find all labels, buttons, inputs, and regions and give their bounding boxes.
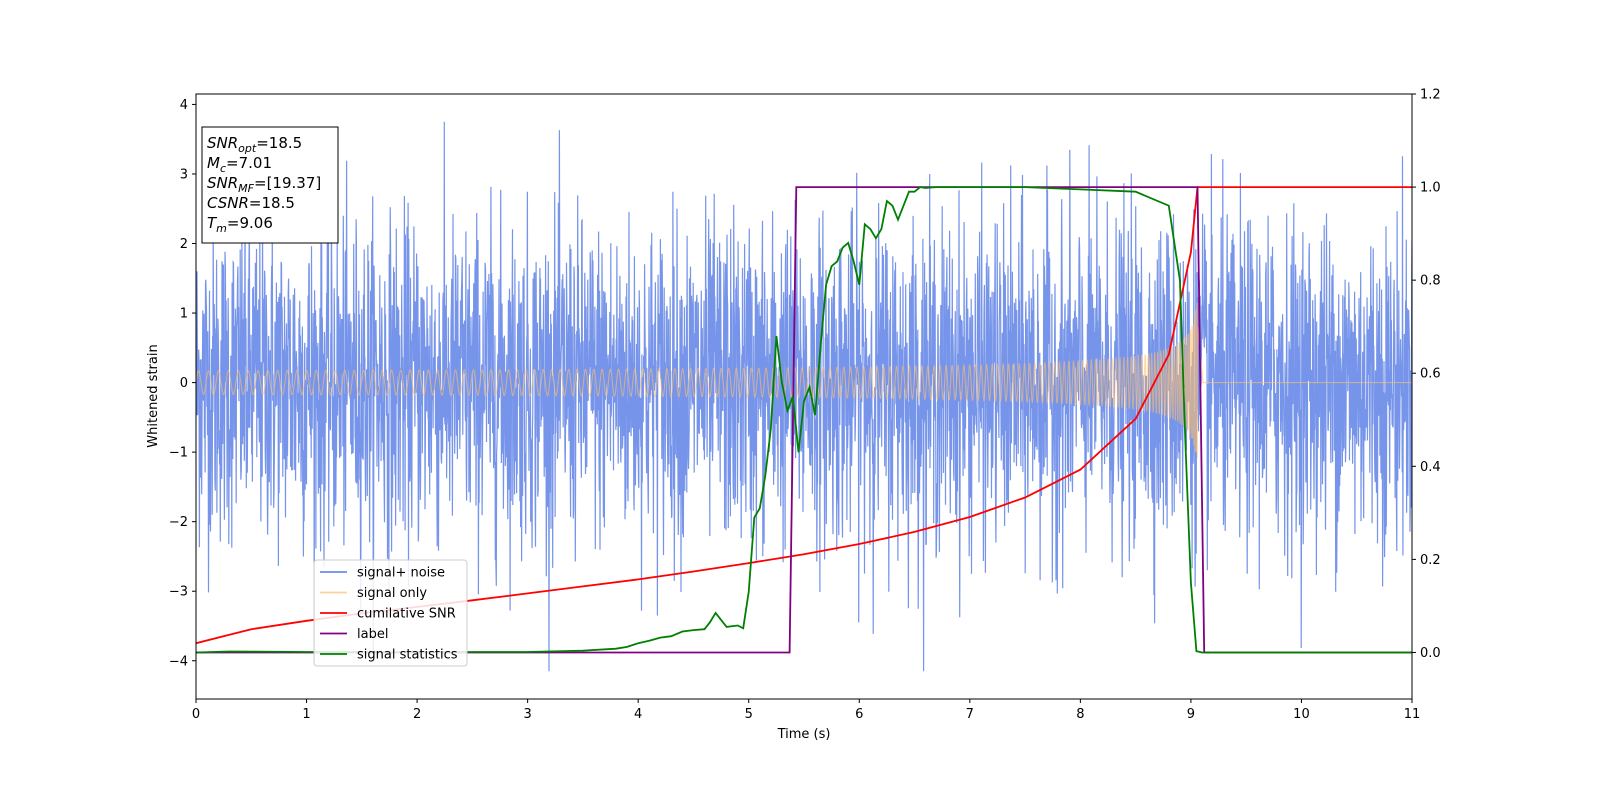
legend-label: signal+ noise <box>357 566 445 581</box>
x-tick-label: 11 <box>1404 707 1421 722</box>
info-line: Mc=7.01 <box>207 154 272 175</box>
y-tick-label-right: 0.8 <box>1420 274 1441 289</box>
y-tick-label-left: 4 <box>180 98 188 113</box>
info-line: Tm=9.06 <box>207 214 273 235</box>
y-tick-label-right: 1.2 <box>1420 88 1441 103</box>
legend-label: cumilative SNR <box>357 607 456 622</box>
x-tick-label: 6 <box>855 707 863 722</box>
info-box: SNRopt=18.5Mc=7.01SNRMF=[19.37]CSNR=18.5… <box>201 126 339 244</box>
legend: signal+ noise signal only cumilative SNR la… <box>313 559 468 667</box>
y-tick-label-right: 1.0 <box>1420 181 1441 196</box>
y-axis-label: Whitened strain <box>146 344 161 447</box>
legend-label: signal only <box>357 586 427 601</box>
series-signal-only <box>196 302 1412 458</box>
y-tick-label-left: 3 <box>180 167 188 182</box>
x-axis-label: Time (s) <box>777 727 831 742</box>
y-tick-label-right: 0.6 <box>1420 367 1441 382</box>
y-tick-label-left: 2 <box>180 237 188 252</box>
x-tick-label: 9 <box>1187 707 1195 722</box>
y-tick-label-left: −3 <box>169 585 188 600</box>
y-tick-label-left: −2 <box>169 515 188 530</box>
y-tick-label-right: 0.0 <box>1420 646 1441 661</box>
legend-label: label <box>357 627 388 642</box>
y-tick-label-left: 0 <box>180 376 188 391</box>
series-signal-statistics <box>196 186 1412 654</box>
x-tick-label: 4 <box>634 707 642 722</box>
x-tick-label: 7 <box>966 707 974 722</box>
info-line: CSNR=18.5 <box>207 194 295 212</box>
y-tick-label-left: −1 <box>169 446 188 461</box>
info-line: SNRopt=18.5 <box>207 134 302 155</box>
plot-frame <box>195 93 1413 700</box>
info-line: SNRMF=[19.37] <box>207 174 321 195</box>
x-tick-label: 1 <box>302 707 310 722</box>
x-tick-label: 10 <box>1293 707 1310 722</box>
y-tick-label-left: −4 <box>169 654 188 669</box>
legend-label: signal statistics <box>357 648 458 663</box>
x-tick-label: 0 <box>192 707 200 722</box>
x-tick-label: 5 <box>745 707 753 722</box>
x-tick-label: 8 <box>1076 707 1084 722</box>
x-tick-label: 3 <box>523 707 531 722</box>
y-tick-label-right: 0.4 <box>1420 460 1441 475</box>
x-tick-label: 2 <box>413 707 421 722</box>
y-tick-label-left: 1 <box>180 307 188 322</box>
y-tick-label-right: 0.2 <box>1420 553 1441 568</box>
